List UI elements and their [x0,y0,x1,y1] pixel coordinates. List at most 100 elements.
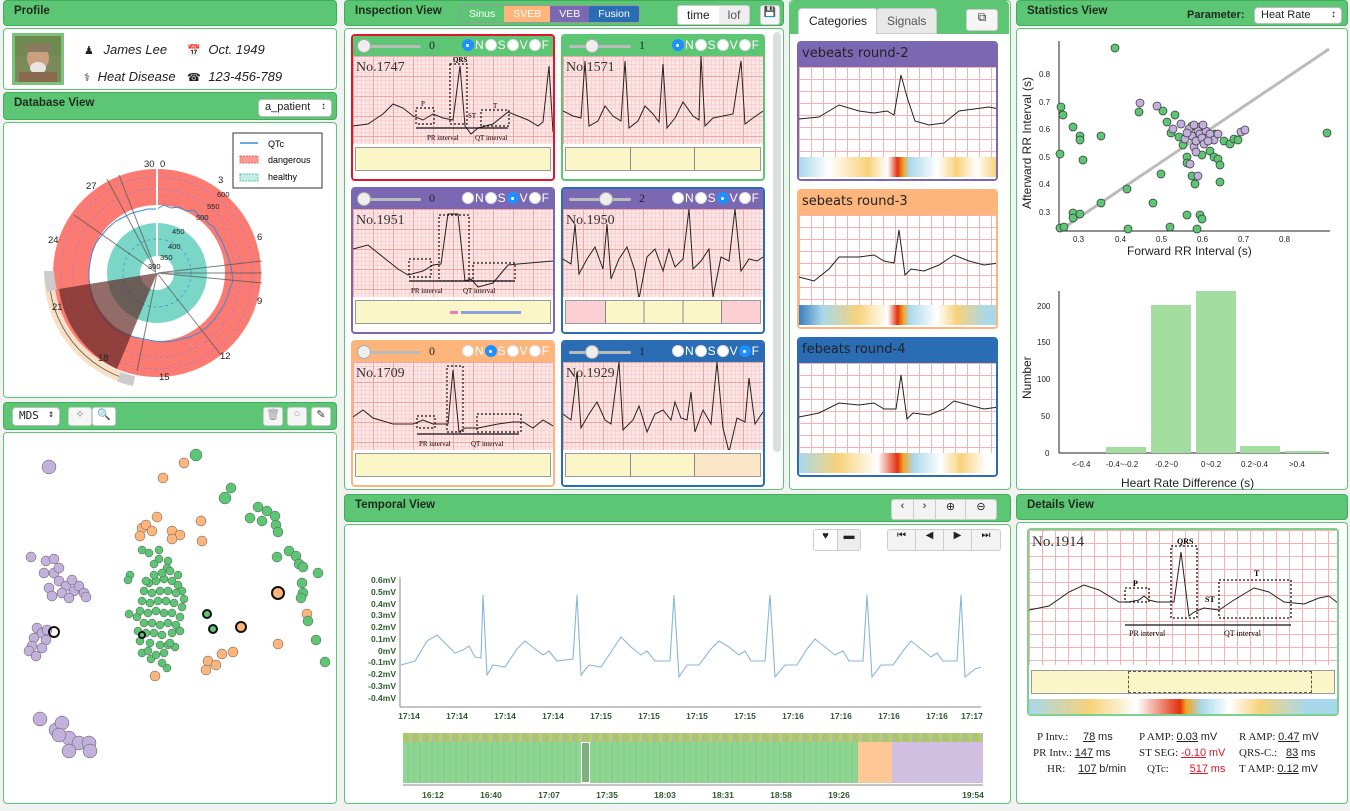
delete-button[interactable]: 🗑 [263,407,283,426]
sort-lof-button[interactable]: lof [718,6,750,24]
circle-icon: ○ [293,408,301,420]
slider-value: 1 [639,344,645,358]
user-icon: ♟ [84,45,94,57]
save-button[interactable]: 💾 [760,5,780,25]
svg-text:0.2mV: 0.2mV [371,622,396,632]
card-slider[interactable] [569,345,631,359]
step-forward-button[interactable]: ▶ [944,530,972,550]
pencil-button[interactable]: ✎ [311,407,331,426]
svg-text:QT interval: QT interval [471,440,503,448]
svg-text:17:16: 17:16 [782,711,804,721]
slider-value: 0 [429,38,435,52]
category-sveb-button[interactable]: SVEB [504,6,551,22]
category-item[interactable]: vebeats round-2 [797,41,998,181]
prev-button[interactable]: ‹ [892,500,914,519]
svg-text:18: 18 [98,353,109,364]
card-slider[interactable] [569,192,631,206]
svg-text:-0.4mV: -0.4mV [368,693,396,703]
histogram-bars [1106,291,1325,453]
mds-scatter-plot[interactable] [4,433,334,801]
pan-button[interactable]: ⟡ [68,407,92,426]
category-item[interactable]: febeats round-4 [797,337,998,477]
stat-heart-rate: HR: 107 b/min [1047,763,1127,775]
patient-select[interactable]: a_patient [258,99,332,117]
card-slider[interactable] [357,39,421,53]
beat-number: No.1747 [356,60,405,75]
tab-signals[interactable]: Signals [876,8,938,34]
profile-header: Profile [3,0,337,26]
slider-value: 1 [639,38,645,52]
zoom-search-button[interactable]: 🔍 [92,407,116,426]
stat-st-seg: ST SEG: -0.10 mV [1139,747,1226,759]
category-veb-button[interactable]: VEB [550,6,590,22]
overview-timeline[interactable] [403,733,983,783]
category-sinus-button[interactable]: Sinus [460,6,505,22]
sort-time-button[interactable]: time [678,6,719,24]
svg-text:0: 0 [1045,449,1050,458]
inspection-scrollbar[interactable] [773,32,781,452]
zoom-in-button[interactable]: ⊕ [936,500,966,519]
beat-number: No.1709 [356,366,405,381]
svg-text:0.4: 0.4 [1115,235,1127,244]
timeline-brush[interactable] [581,742,590,783]
lasso-circle-button[interactable]: ○ [287,407,307,426]
detail-beat-card[interactable]: No.1914 PR interval QT interval QRS P ST T [1027,528,1339,716]
svg-text:healthy: healthy [268,172,298,182]
svg-text:QT interval: QT interval [1224,629,1262,638]
step-back-button[interactable]: ◀ [916,530,944,550]
category-fusion-button[interactable]: Fusion [589,6,639,22]
svg-text:P: P [421,100,425,108]
heartbeat-mode-button[interactable]: ♥ [814,530,838,550]
minus-square-icon: ▬ [843,530,855,542]
card-slider[interactable] [569,39,631,53]
svg-text:PR interval: PR interval [1129,629,1166,638]
category-item[interactable]: sebeats round-3 [797,189,998,329]
zoom-out-button[interactable]: ⊖ [966,500,996,519]
expand-window-button[interactable]: ⧉ [966,9,998,31]
search-icon: 🔍 [97,409,111,421]
card-slider[interactable] [357,192,421,206]
projection-method-select[interactable]: MDS [12,407,60,426]
patient-phone-row: ☎ 123-456-789 [187,69,282,84]
feature-strip [355,453,551,477]
feature-strip [355,147,551,171]
rr-scatter-chart[interactable]: 0.3 0.4 0.5 0.6 0.7 0.8 0.3 0.4 0.5 0.6 0.7 0.8 Fo… [1017,29,1347,269]
svg-text:0mV: 0mV [378,646,396,656]
radial-qtc-chart[interactable]: 30 0 3 6 9 12 15 18 21 24 27 300 350 400… [4,123,334,395]
first-button[interactable]: ⏮ [888,530,916,550]
svg-text:450: 450 [172,227,185,236]
patient-name: James Lee [103,42,168,57]
card-slider[interactable] [357,345,421,359]
category-legend: Sinus SVEB VEB Fusion [459,5,640,23]
svg-text:0.7: 0.7 [1039,98,1051,107]
stat-qtc: QTc: 517 ms [1147,763,1226,775]
category-item-label: febeats round-4 [799,339,996,363]
last-button[interactable]: ⏭ [972,530,1000,550]
parameter-select[interactable]: Heat Rate [1254,7,1342,24]
svg-text:0.6mV: 0.6mV [371,575,396,585]
svg-text:6: 6 [257,232,262,243]
projection-method-value: MDS [19,409,39,422]
tab-categories[interactable]: Categories [798,8,879,34]
svg-text:0.6: 0.6 [1039,125,1051,134]
beat-number: No.1929 [566,366,615,381]
svg-text:-0.4~-0.2: -0.4~-0.2 [1106,460,1139,469]
next-button[interactable]: › [914,500,936,519]
stat-p-amp: P AMP: 0.03 mV [1139,731,1218,743]
minus-mode-button[interactable]: ▬ [838,530,860,550]
heart-rate-histogram[interactable]: 0 50 100 150 200 <-0.4 -0.4~-0.2 -0.2~0 0~0.2 0.… [1017,281,1347,491]
